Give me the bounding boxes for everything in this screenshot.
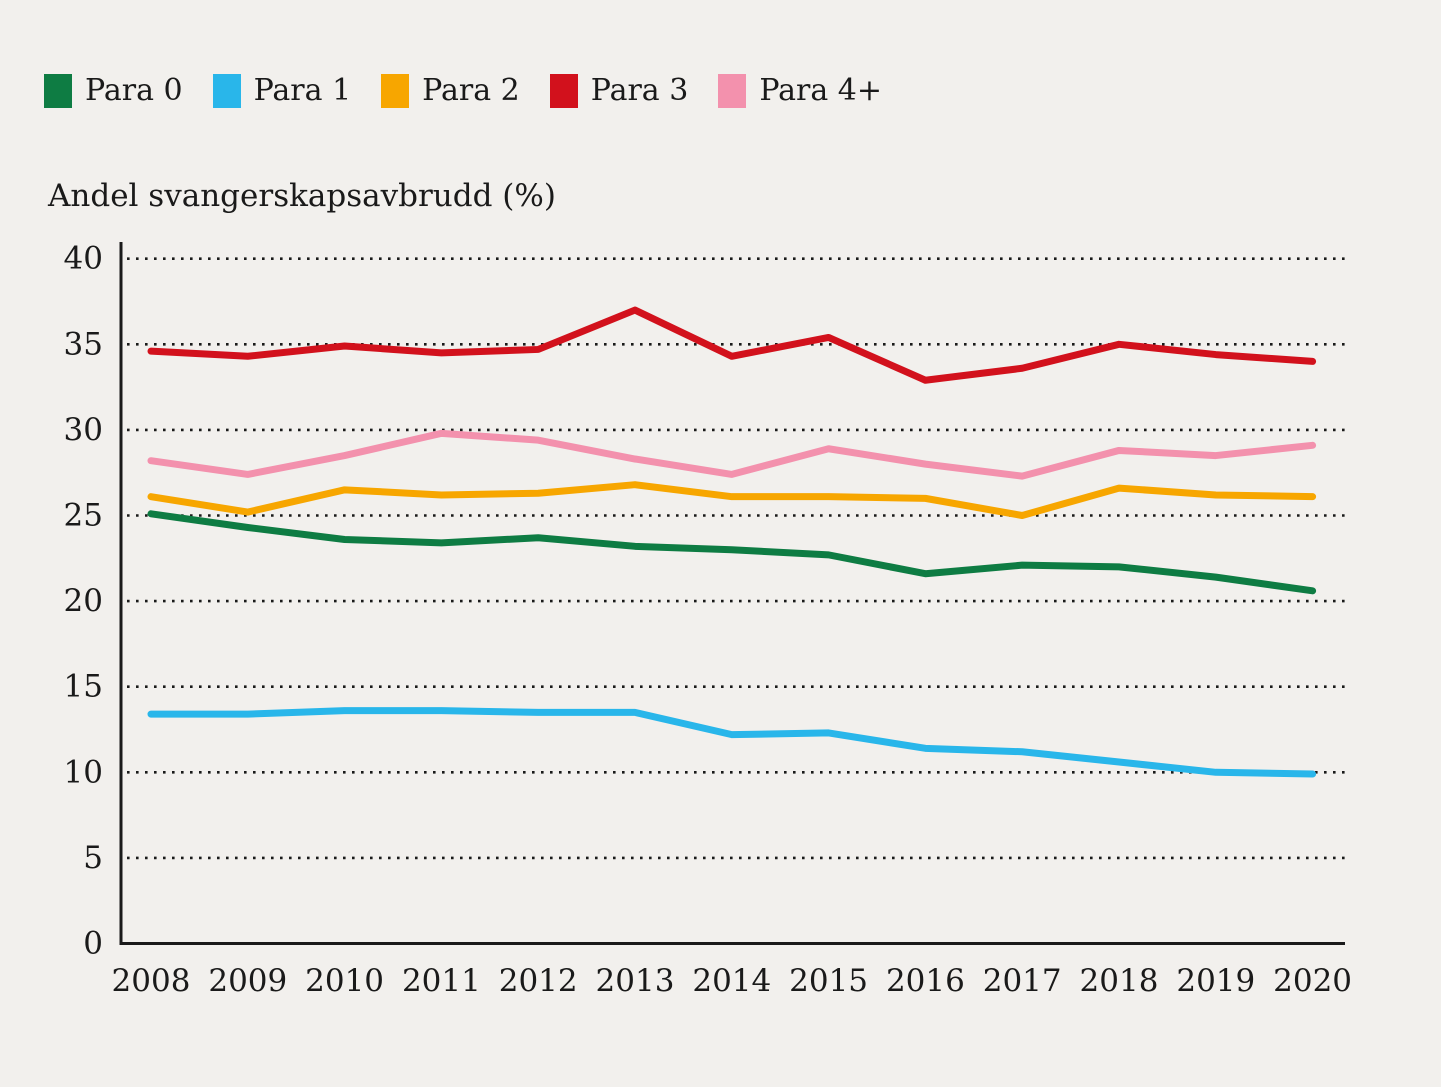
chart-title: Andel svangerskapsavbrudd (%) [48,178,556,214]
x-tick-label: 2018 [1080,963,1159,999]
legend-swatch-icon [718,74,747,108]
legend-label: Para 4+ [759,73,883,108]
legend-swatch-icon [44,74,72,108]
legend-item-para-0: Para 0 [44,74,183,108]
series-line-para-4- [147,429,1317,480]
chart-legend: Para 0 Para 1 Para 2 Para 3 Para 4+ [44,74,882,108]
legend-label: Para 3 [590,73,689,108]
legend-item-para-3: Para 3 [549,73,689,108]
y-tick-label: 35 [64,326,103,362]
series-line-para-3 [147,306,1317,384]
x-tick-label: 2009 [208,963,287,999]
y-tick-label: 40 [64,241,103,277]
x-tick-label: 2019 [1176,963,1255,999]
y-tick-label: 10 [64,754,103,790]
x-tick-label: 2020 [1273,963,1352,999]
x-tick-label: 2010 [305,963,384,999]
legend-item-para-4-: Para 4+ [718,74,882,108]
x-tick-label: 2015 [789,963,868,999]
legend-swatch-icon [381,74,410,108]
x-tick-label: 2013 [596,963,675,999]
legend-item-para-1: Para 1 [212,73,352,108]
legend-swatch-icon [549,74,578,108]
legend-swatch-icon [212,74,241,108]
legend-label: Para 1 [253,73,352,108]
x-tick-label: 2016 [886,963,965,999]
legend-label: Para 0 [85,73,183,108]
y-tick-label: 5 [83,840,103,876]
series-line-para-0 [147,510,1317,595]
y-tick-label: 0 [83,926,103,962]
y-tick-label: 20 [64,583,103,619]
series-line-para-1 [147,707,1317,778]
y-tick-label: 30 [64,412,103,448]
x-tick-label: 2008 [112,963,191,999]
x-tick-label: 2011 [402,963,481,999]
legend-item-para-2: Para 2 [381,74,520,108]
x-tick-label: 2012 [499,963,578,999]
x-tick-label: 2014 [692,963,771,999]
legend-label: Para 2 [422,73,520,108]
series-line-para-2 [147,481,1317,519]
y-tick-label: 25 [64,498,103,534]
x-tick-label: 2017 [983,963,1062,999]
y-tick-label: 15 [64,669,103,705]
